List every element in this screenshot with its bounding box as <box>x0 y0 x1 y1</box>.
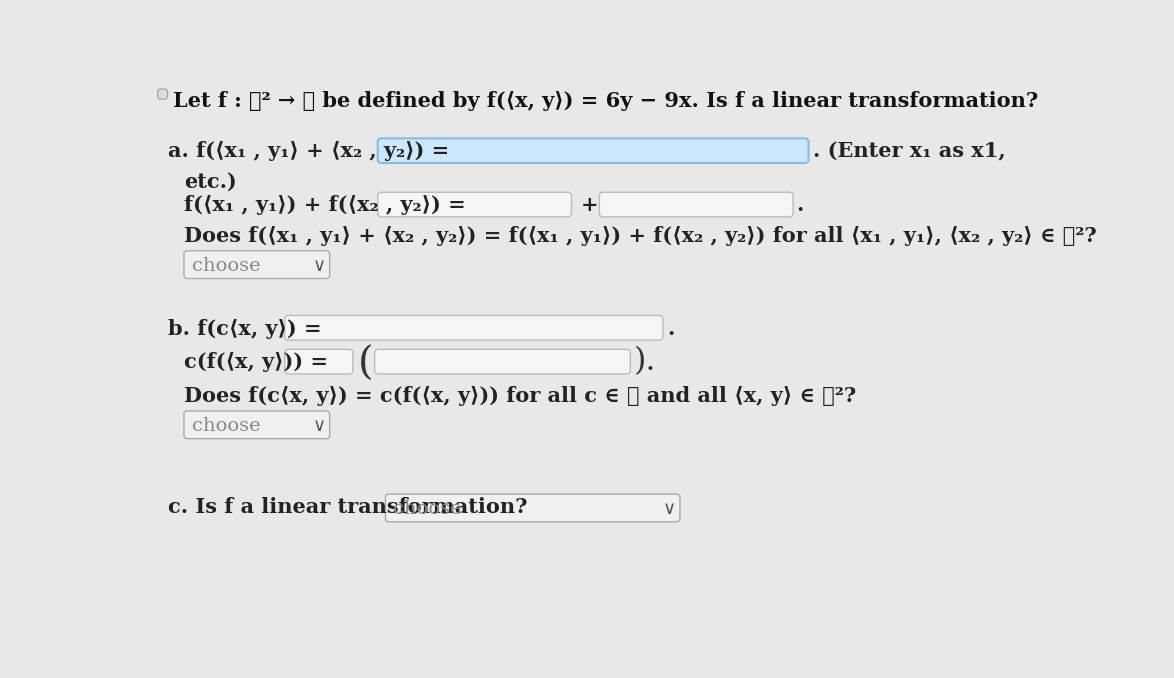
Text: b. f(c⟨x, y⟩) =: b. f(c⟨x, y⟩) = <box>168 319 322 338</box>
Text: a. f(⟨x₁ , y₁⟩ + ⟨x₂ , y₂⟩) =: a. f(⟨x₁ , y₁⟩ + ⟨x₂ , y₂⟩) = <box>168 142 450 161</box>
Text: .: . <box>667 319 674 338</box>
Text: ∨: ∨ <box>312 417 325 435</box>
Text: (: ( <box>358 346 373 383</box>
Text: ∨: ∨ <box>663 500 676 518</box>
Text: f(⟨x₁ , y₁⟩) + f(⟨x₂ , y₂⟩) =: f(⟨x₁ , y₁⟩) + f(⟨x₂ , y₂⟩) = <box>184 195 466 216</box>
FancyBboxPatch shape <box>184 251 330 279</box>
Text: ).: ). <box>634 346 656 377</box>
FancyBboxPatch shape <box>184 411 330 439</box>
Text: choose: choose <box>393 500 461 518</box>
Text: . (Enter x₁ as x1,: . (Enter x₁ as x1, <box>814 142 1006 161</box>
Text: choose: choose <box>191 257 261 275</box>
FancyBboxPatch shape <box>600 193 794 217</box>
Text: Does f(⟨x₁ , y₁⟩ + ⟨x₂ , y₂⟩) = f(⟨x₁ , y₁⟩) + f(⟨x₂ , y₂⟩) for all ⟨x₁ , y₁⟩, ⟨: Does f(⟨x₁ , y₁⟩ + ⟨x₂ , y₂⟩) = f(⟨x₁ , … <box>184 226 1097 246</box>
Text: c. Is f a linear transformation?: c. Is f a linear transformation? <box>168 497 528 517</box>
Text: +: + <box>581 195 599 216</box>
Text: .: . <box>796 195 803 216</box>
FancyBboxPatch shape <box>157 89 168 99</box>
Text: etc.): etc.) <box>184 172 237 193</box>
Text: ∨: ∨ <box>312 257 325 275</box>
Text: Does f(c⟨x, y⟩) = c(f(⟨x, y⟩)) for all c ∈ ℝ and all ⟨x, y⟩ ∈ ℝ²?: Does f(c⟨x, y⟩) = c(f(⟨x, y⟩)) for all c… <box>184 386 856 406</box>
FancyBboxPatch shape <box>385 494 680 522</box>
Text: c(f(⟨x, y⟩)) =: c(f(⟨x, y⟩)) = <box>184 353 328 372</box>
FancyBboxPatch shape <box>378 138 809 163</box>
FancyBboxPatch shape <box>375 349 630 374</box>
FancyBboxPatch shape <box>285 349 353 374</box>
Text: Let f : ℝ² → ℝ be defined by f(⟨x, y⟩) = 6y − 9x. Is f a linear transformation?: Let f : ℝ² → ℝ be defined by f(⟨x, y⟩) =… <box>173 91 1038 111</box>
FancyBboxPatch shape <box>378 193 572 217</box>
Text: choose: choose <box>191 417 261 435</box>
FancyBboxPatch shape <box>285 315 663 340</box>
